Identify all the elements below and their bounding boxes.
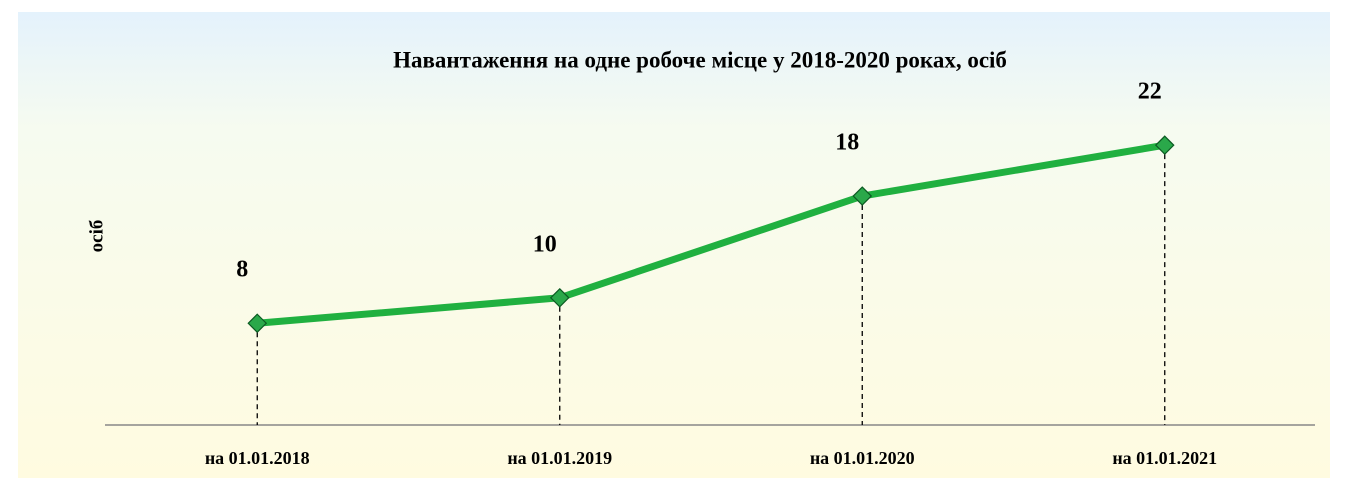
- x-tick-label: на 01.01.2021: [1112, 448, 1217, 468]
- marker: [247, 313, 268, 334]
- marker: [1154, 135, 1175, 156]
- marker: [549, 287, 570, 308]
- y-axis-label: осіб: [86, 220, 107, 253]
- x-tick-label: на 01.01.2019: [507, 448, 612, 468]
- x-tick-label: на 01.01.2018: [205, 448, 310, 468]
- data-label: 8: [236, 257, 248, 283]
- chart-background: [18, 12, 1330, 478]
- data-label: 10: [533, 231, 557, 257]
- marker: [852, 186, 873, 206]
- x-tick-label: на 01.01.2020: [810, 448, 915, 468]
- data-label: 22: [1138, 79, 1162, 105]
- data-label: 18: [835, 130, 859, 156]
- chart-title: Навантаження на одне робоче місце у 2018…: [393, 47, 1007, 72]
- data-line: [256, 141, 1166, 327]
